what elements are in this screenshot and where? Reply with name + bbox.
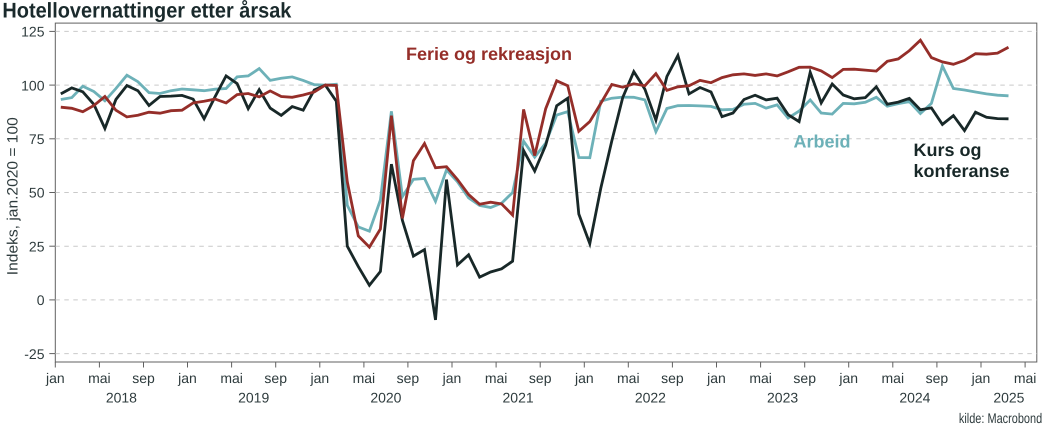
svg-text:Indeks, jan.2020 = 100: Indeks, jan.2020 = 100 xyxy=(5,117,22,275)
svg-text:2021: 2021 xyxy=(503,390,534,406)
svg-text:2018: 2018 xyxy=(106,390,137,406)
svg-text:Ferie og rekreasjon: Ferie og rekreasjon xyxy=(406,44,572,64)
svg-text:2022: 2022 xyxy=(635,390,666,406)
svg-text:Hotellovernattinger etter årsa: Hotellovernattinger etter årsak xyxy=(2,0,291,23)
svg-text:100: 100 xyxy=(21,77,45,93)
svg-text:sep: sep xyxy=(793,370,816,386)
svg-text:sep: sep xyxy=(661,370,684,386)
svg-text:Arbeid: Arbeid xyxy=(793,132,850,152)
svg-text:mai: mai xyxy=(1014,370,1037,386)
svg-text:mai: mai xyxy=(353,370,376,386)
svg-text:2019: 2019 xyxy=(238,390,269,406)
svg-text:jan: jan xyxy=(574,370,594,386)
svg-text:-25: -25 xyxy=(24,346,44,362)
svg-text:jan: jan xyxy=(177,370,197,386)
svg-text:0: 0 xyxy=(37,292,45,308)
svg-text:jan: jan xyxy=(838,370,858,386)
svg-text:sep: sep xyxy=(264,370,287,386)
svg-text:125: 125 xyxy=(21,24,45,40)
svg-text:2024: 2024 xyxy=(899,390,930,406)
svg-text:2020: 2020 xyxy=(370,390,401,406)
svg-text:jan: jan xyxy=(706,370,726,386)
svg-text:mai: mai xyxy=(485,370,508,386)
svg-text:sep: sep xyxy=(397,370,420,386)
svg-text:sep: sep xyxy=(926,370,949,386)
svg-text:kilde: Macrobond: kilde: Macrobond xyxy=(959,410,1042,426)
svg-text:sep: sep xyxy=(529,370,552,386)
svg-text:mai: mai xyxy=(749,370,772,386)
svg-text:Kurs og: Kurs og xyxy=(914,140,982,160)
svg-text:jan: jan xyxy=(442,370,462,386)
svg-text:25: 25 xyxy=(29,238,45,254)
svg-text:75: 75 xyxy=(29,131,45,147)
svg-text:sep: sep xyxy=(132,370,155,386)
svg-text:jan: jan xyxy=(45,370,65,386)
svg-text:2023: 2023 xyxy=(767,390,798,406)
svg-text:mai: mai xyxy=(617,370,640,386)
svg-text:jan: jan xyxy=(309,370,329,386)
svg-text:konferanse: konferanse xyxy=(914,161,1010,181)
svg-text:mai: mai xyxy=(88,370,111,386)
svg-text:2025: 2025 xyxy=(993,390,1024,406)
svg-text:mai: mai xyxy=(220,370,243,386)
svg-text:50: 50 xyxy=(29,185,45,201)
svg-text:mai: mai xyxy=(882,370,905,386)
svg-text:jan: jan xyxy=(971,370,991,386)
